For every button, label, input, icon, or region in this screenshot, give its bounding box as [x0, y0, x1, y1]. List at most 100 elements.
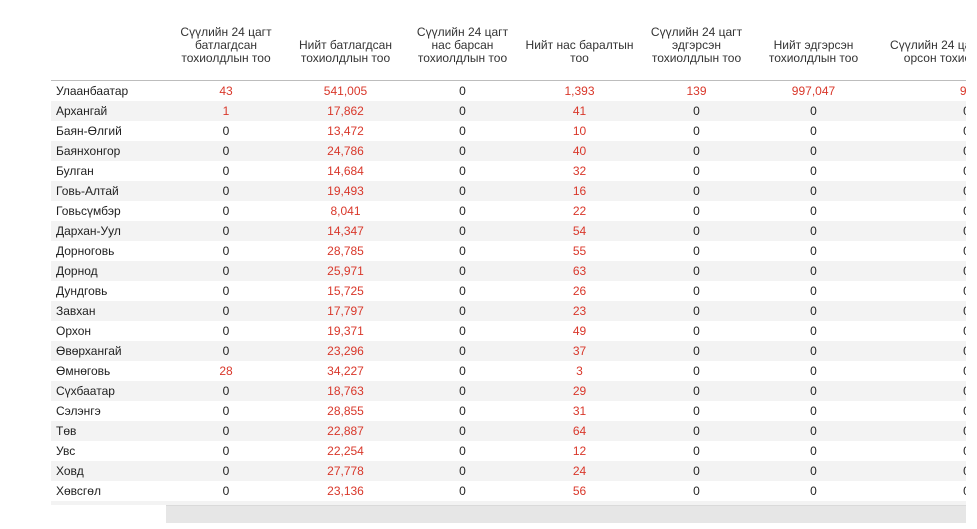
- cell-value: 0: [872, 481, 966, 501]
- column-header-label: Нийт эдгэрсэн тохиолдлын тоо: [768, 38, 859, 65]
- cell-value: 0: [693, 404, 700, 418]
- cell-value: 22,887: [287, 421, 404, 441]
- cell-value: 0: [810, 124, 817, 138]
- cell-value: 0: [165, 141, 287, 161]
- cell-value: 55: [572, 244, 587, 258]
- cell-value: 0: [755, 101, 872, 121]
- cell-value: 0: [872, 161, 966, 181]
- cell-value: 0: [755, 501, 872, 505]
- cell-value: 0: [872, 321, 966, 341]
- cell-value: 0: [872, 441, 966, 461]
- cell-value: 0: [872, 401, 966, 421]
- cell-value: 56: [572, 484, 587, 498]
- region-name: Ховд: [51, 461, 165, 481]
- cell-value: 0: [165, 461, 287, 481]
- cell-value: 0: [459, 204, 466, 218]
- cell-value: 13,472: [327, 124, 364, 138]
- cell-value: 0: [459, 444, 466, 458]
- cell-value: 64: [521, 421, 638, 441]
- cell-value: 0: [404, 501, 521, 505]
- covid-stats-table: Сүүлийн 24 цагт батлагдсан тохиолдлын то…: [51, 0, 966, 505]
- column-header-label: Сүүлийн 24 цагт хяналтанд орсон тохиолдл…: [890, 38, 966, 65]
- column-header-label: Сүүлийн 24 цагт эдгэрсэн тохиолдлын тоо: [650, 25, 743, 65]
- cell-value: 0: [222, 444, 230, 458]
- cell-value: 0: [638, 341, 755, 361]
- cell-value: 10: [572, 124, 587, 138]
- cell-value: 0: [165, 381, 287, 401]
- column-header: Сүүлийн 24 цагт батлагдсан тохиолдлын то…: [165, 0, 287, 81]
- cell-value: 0: [872, 181, 966, 201]
- cell-value: 0: [693, 364, 700, 378]
- cell-value: 0: [638, 461, 755, 481]
- cell-value: 32: [572, 164, 587, 178]
- cell-value: 0: [222, 204, 230, 218]
- cell-value: 0: [404, 261, 521, 281]
- cell-value: 0: [165, 341, 287, 361]
- table-header: Сүүлийн 24 цагт батлагдсан тохиолдлын то…: [51, 0, 966, 81]
- cell-value: 19,493: [287, 181, 404, 201]
- cell-value: 27,778: [287, 461, 404, 481]
- cell-value: 37: [521, 341, 638, 361]
- cell-value: 0: [459, 164, 466, 178]
- cell-value: 1: [165, 101, 287, 121]
- column-header: Сүүлийн 24 цагт хяналтанд орсон тохиолдл…: [872, 0, 966, 81]
- cell-value: 18,763: [287, 381, 404, 401]
- cell-value: 0: [755, 141, 872, 161]
- cell-value: 0: [810, 444, 817, 458]
- cell-value: 28,785: [327, 244, 364, 258]
- cell-value: 16: [521, 181, 638, 201]
- cell-value: 8,041: [330, 204, 361, 218]
- cell-value: 0: [404, 341, 521, 361]
- cell-value: 23: [521, 301, 638, 321]
- cell-value: 0: [404, 101, 521, 121]
- table-row: Орхон 0 19,371 0 49 0 0 0: [51, 321, 966, 341]
- horizontal-scrollbar[interactable]: [166, 505, 966, 523]
- region-name: Булган: [56, 164, 94, 178]
- cell-value: 0: [693, 124, 700, 138]
- cell-value: 0: [222, 324, 230, 338]
- cell-value: 0: [165, 301, 287, 321]
- cell-value: 0: [693, 164, 700, 178]
- cell-value: 40: [521, 141, 638, 161]
- cell-value: 14,347: [287, 221, 404, 241]
- column-header-label: Сүүлийн 24 цагт нас барсан тохиолдлын то…: [416, 25, 509, 65]
- header-row: Сүүлийн 24 цагт батлагдсан тохиолдлын то…: [51, 0, 966, 81]
- cell-value: 54: [521, 221, 638, 241]
- cell-value: 0: [810, 484, 817, 498]
- cell-value: 28,855: [327, 404, 364, 418]
- cell-value: 0: [404, 421, 521, 441]
- column-header: Нийт эдгэрсэн тохиолдлын тоо: [755, 0, 872, 81]
- cell-value: 0: [459, 364, 466, 378]
- region-name: Архангай: [51, 101, 165, 121]
- cell-value: 41: [521, 101, 638, 121]
- cell-value: 0: [638, 141, 755, 161]
- cell-value: 23,136: [327, 484, 364, 498]
- scrollbar-thumb[interactable]: [166, 508, 966, 521]
- cell-value: 94: [959, 84, 966, 98]
- cell-value: 22,254: [327, 444, 364, 458]
- cell-value: 0: [165, 421, 287, 441]
- table-container[interactable]: Сүүлийн 24 цагт батлагдсан тохиолдлын то…: [51, 0, 966, 505]
- cell-value: 31: [572, 404, 587, 418]
- cell-value: 0: [872, 341, 966, 361]
- cell-value: 3: [576, 364, 583, 378]
- cell-value: 0: [810, 244, 817, 258]
- cell-value: 29: [521, 381, 638, 401]
- cell-value: 0: [872, 421, 966, 441]
- region-name: Орхон: [56, 324, 92, 338]
- cell-value: 997,047: [791, 84, 836, 98]
- cell-value: 0: [755, 421, 872, 441]
- region-name: Сэлэнгэ: [56, 404, 101, 418]
- table-row: Баян-Өлгий 0 13,472 0 10 0 0 0: [51, 121, 966, 141]
- cell-value: 0: [165, 181, 287, 201]
- cell-value: 24: [521, 461, 638, 481]
- table-row: Увс 0 22,254 0 12 0 0 0: [51, 441, 966, 461]
- region-name: Дорноговь: [56, 244, 115, 258]
- column-header-region: [51, 0, 165, 81]
- cell-value: 0: [638, 301, 755, 321]
- cell-value: 0: [638, 181, 755, 201]
